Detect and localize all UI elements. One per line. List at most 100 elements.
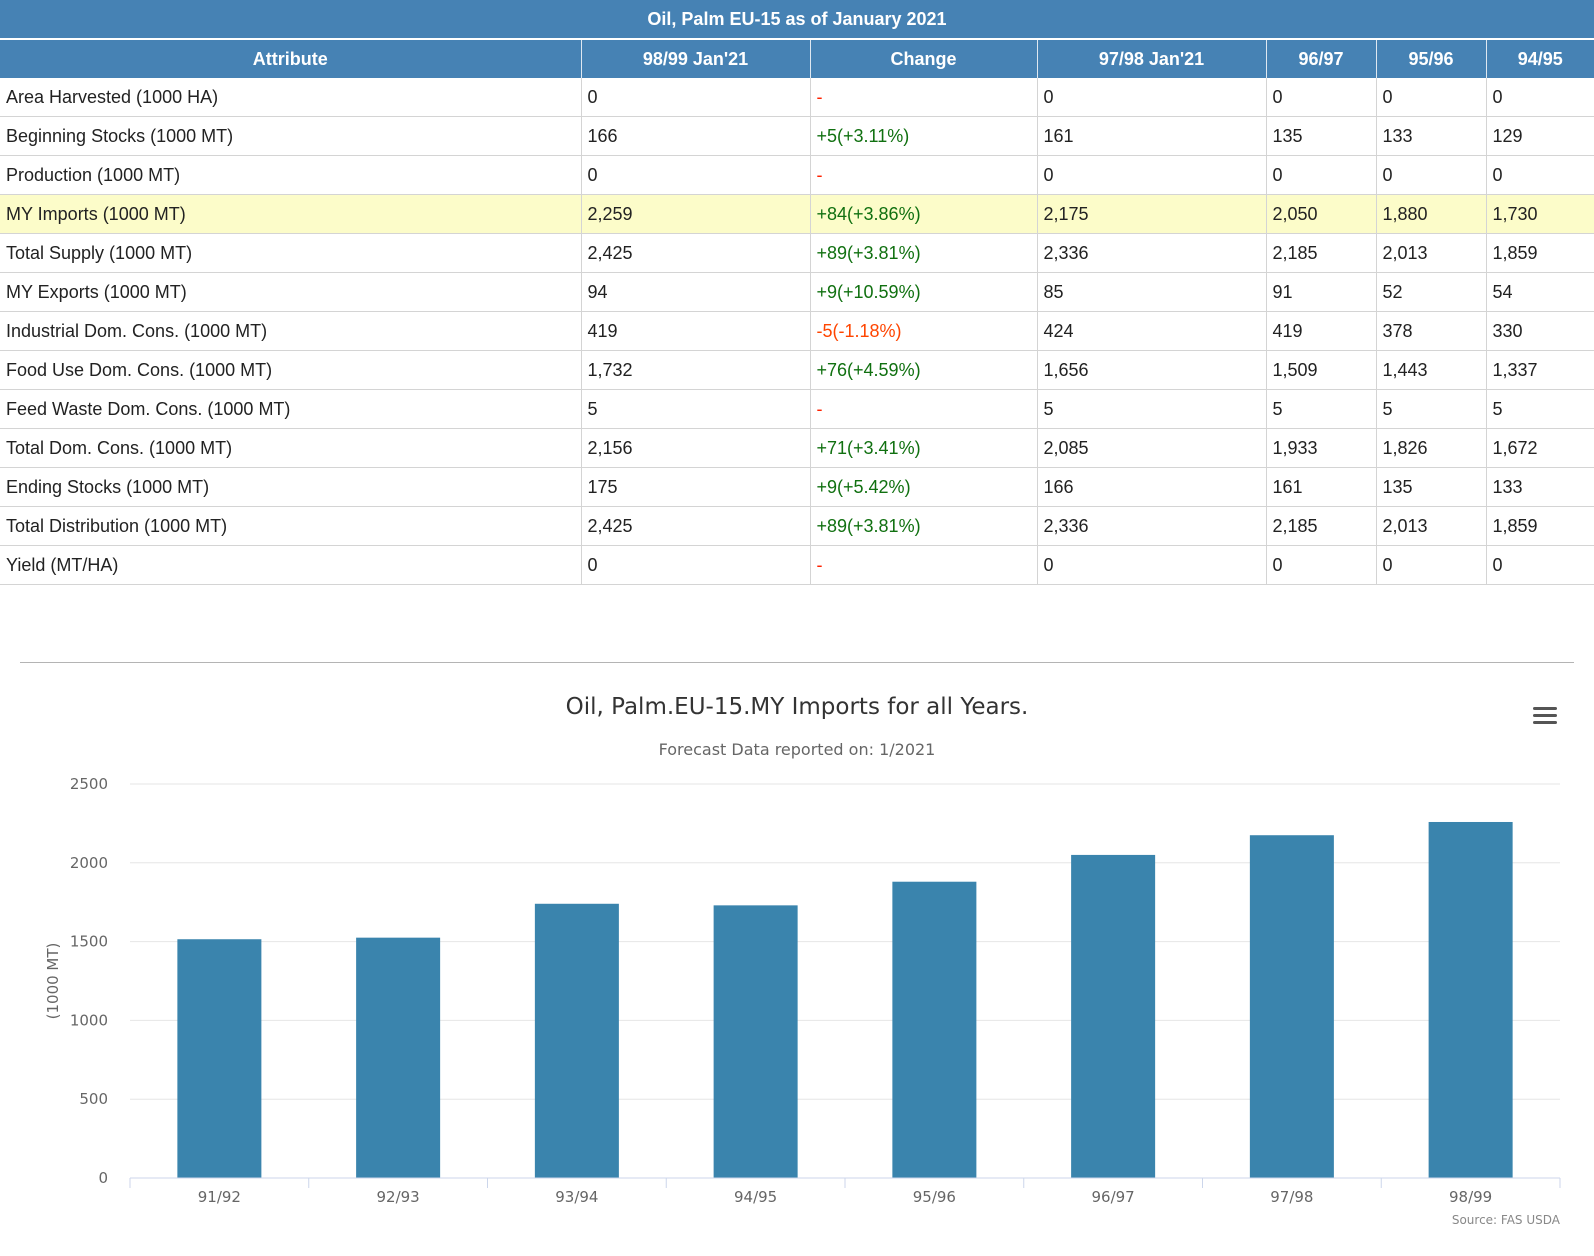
value-cell: 2,336 [1037,233,1267,273]
value-cell: 5 [581,389,811,429]
value-cell: 133 [1486,467,1594,507]
attribute-cell: Food Use Dom. Cons. (1000 MT) [0,350,582,390]
value-cell: 0 [581,155,811,195]
column-header[interactable]: Change [810,39,1038,78]
value-cell: 1,859 [1486,506,1594,546]
bar[interactable] [1428,821,1513,1178]
value-cell: 0 [1376,545,1487,585]
value-cell: 2,259 [581,194,811,234]
chart-credits: Source: FAS USDA [1452,1213,1561,1227]
bar[interactable] [1249,835,1334,1178]
value-cell: 330 [1486,311,1594,351]
bar[interactable] [892,881,977,1178]
column-header[interactable]: 96/97 [1266,39,1377,78]
value-cell: 5 [1037,389,1267,429]
value-cell: 1,443 [1376,350,1487,390]
table-row: Ending Stocks (1000 MT) 175 +9(+5.42%) 166 1… [0,467,1594,507]
table-row: Area Harvested (1000 HA) 0-0 0 0 0 [0,78,1594,117]
value-cell: 161 [1266,467,1377,507]
attribute-cell: MY Imports (1000 MT) [0,194,582,234]
bar[interactable] [177,939,262,1178]
value-cell: 0 [1486,545,1594,585]
bar[interactable] [713,905,798,1178]
value-cell: 5 [1266,389,1377,429]
bar[interactable] [356,937,441,1178]
value-cell: 0 [581,545,811,585]
attribute-cell: Production (1000 MT) [0,155,582,195]
value-cell: 135 [1266,116,1377,156]
value-cell: 1,859 [1486,233,1594,273]
attribute-cell: Ending Stocks (1000 MT) [0,467,582,507]
value-cell: 2,185 [1266,506,1377,546]
column-header[interactable]: 98/99 Jan'21 [581,39,811,78]
value-cell: 91 [1266,272,1377,312]
table-row: Beginning Stocks (1000 MT) 166 +5(+3.11%) 1… [0,116,1594,156]
change-cell: +71(+3.41%) [810,428,1038,468]
column-header[interactable]: 94/95 [1486,39,1594,78]
value-cell: 135 [1376,467,1487,507]
value-cell: 2,085 [1037,428,1267,468]
value-cell: 2,175 [1037,194,1267,234]
x-tick-label: 96/97 [1092,1188,1135,1206]
value-cell: 0 [1037,545,1267,585]
value-cell: 2,050 [1266,194,1377,234]
y-tick-label: 2500 [70,775,108,793]
x-tick-label: 94/95 [734,1188,777,1206]
change-cell: +9(+10.59%) [810,272,1038,312]
change-cell: +76(+4.59%) [810,350,1038,390]
table-title: Oil, Palm EU-15 as of January 2021 [0,0,1594,40]
chart-subtitle: Forecast Data reported on: 1/2021 [658,740,936,759]
table-row: Industrial Dom. Cons. (1000 MT) 419 -5(-1.… [0,311,1594,351]
y-tick-label: 1000 [70,1011,108,1029]
value-cell: 166 [1037,467,1267,507]
bar[interactable] [1071,854,1156,1178]
value-cell: 1,509 [1266,350,1377,390]
bar-chart: 0 500 1000 1500 2000 2500 (1000 MT) 91/92 92/93 9… [44,775,1561,1227]
bar[interactable] [534,903,619,1178]
y-tick-label: 2000 [70,854,108,872]
value-cell: 1,933 [1266,428,1377,468]
attribute-cell: Total Dom. Cons. (1000 MT) [0,428,582,468]
value-cell: 129 [1486,116,1594,156]
value-cell: 2,156 [581,428,811,468]
value-cell: 424 [1037,311,1267,351]
value-cell: 419 [1266,311,1377,351]
hamburger-menu-icon[interactable] [1531,704,1559,728]
attribute-cell: Total Supply (1000 MT) [0,233,582,273]
table-row: Yield (MT/HA) 0-0 0 0 0 [0,545,1594,585]
value-cell: 161 [1037,116,1267,156]
x-tick-label: 92/93 [377,1188,420,1206]
x-tick-label: 91/92 [198,1188,241,1206]
y-tick-label: 0 [98,1169,108,1187]
table-row: Total Supply (1000 MT) 2,425 +89(+3.81%) 2,… [0,233,1594,273]
value-cell: 1,656 [1037,350,1267,390]
value-cell: 1,730 [1486,194,1594,234]
value-cell: 0 [1037,155,1267,195]
table-row: Feed Waste Dom. Cons. (1000 MT) 5-5 5 5 5 [0,389,1594,429]
value-cell: 5 [1486,389,1594,429]
value-cell: 1,880 [1376,194,1487,234]
value-cell: 52 [1376,272,1487,312]
attribute-cell: Feed Waste Dom. Cons. (1000 MT) [0,389,582,429]
attribute-cell: Total Distribution (1000 MT) [0,506,582,546]
value-cell: 0 [581,78,811,117]
column-header[interactable]: 97/98 Jan'21 [1037,39,1267,78]
value-cell: 419 [581,311,811,351]
column-header[interactable]: 95/96 [1376,39,1487,78]
value-cell: 0 [1266,78,1377,117]
value-cell: 0 [1037,78,1267,117]
table-row: Food Use Dom. Cons. (1000 MT) 1,732 +76(+4… [0,350,1594,390]
value-cell: 1,672 [1486,428,1594,468]
table-row: Total Dom. Cons. (1000 MT) 2,156 +71(+3.41… [0,428,1594,468]
value-cell: 175 [581,467,811,507]
value-cell: 378 [1376,311,1487,351]
value-cell: 54 [1486,272,1594,312]
attribute-cell: MY Exports (1000 MT) [0,272,582,312]
change-cell: - [810,389,1038,429]
value-cell: 2,013 [1376,233,1487,273]
data-table: Oil, Palm EU-15 as of January 2021 Attri… [0,0,1594,585]
table-row: MY Imports (1000 MT) 2,259 +84(+3.86%) 2,17… [0,194,1594,234]
column-header[interactable]: Attribute [0,39,582,78]
change-cell: +89(+3.81%) [810,506,1038,546]
chart-title: Oil, Palm.EU-15.MY Imports for all Years… [565,694,1029,720]
